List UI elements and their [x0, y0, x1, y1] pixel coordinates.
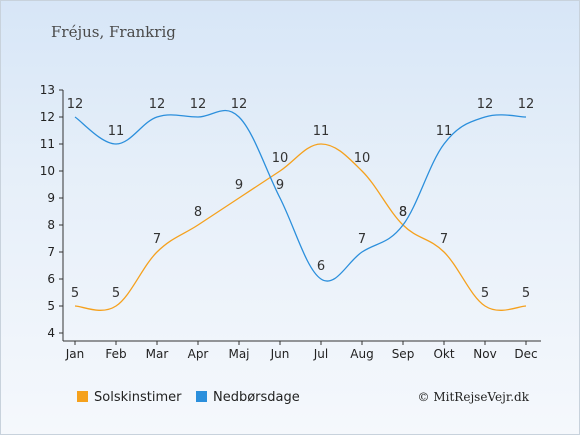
data-label-rain: 12	[231, 97, 248, 112]
y-tick-label: 6	[47, 272, 55, 286]
y-tick-label: 9	[47, 191, 55, 205]
legend-swatch-rain	[196, 391, 207, 402]
data-label-sunshine: 5	[481, 286, 489, 301]
data-label-rain: 12	[149, 97, 166, 112]
y-tick-label: 4	[47, 326, 55, 340]
x-tick-label: Mar	[146, 347, 169, 361]
x-tick-label: Nov	[473, 347, 496, 361]
y-tick-label: 11	[40, 137, 55, 151]
data-label-rain: 7	[358, 232, 366, 247]
credit-text: © MitRejseVejr.dk	[417, 390, 529, 404]
data-label-sunshine: 11	[313, 124, 330, 139]
y-tick-label: 10	[40, 164, 55, 178]
data-label-sunshine: 5	[112, 286, 120, 301]
x-tick-label: Aug	[350, 347, 373, 361]
data-label-rain: 11	[108, 124, 125, 139]
x-tick-label: Jun	[270, 347, 290, 361]
data-label-sunshine: 9	[235, 178, 243, 193]
legend-label-sunshine: Solskinstimer	[94, 390, 182, 405]
page-title: Fréjus, Frankrig	[51, 23, 176, 41]
series-line-rain	[74, 109, 527, 282]
x-tick-label: Apr	[188, 347, 209, 361]
data-label-rain: 12	[190, 97, 207, 112]
y-tick-label: 7	[47, 245, 55, 259]
y-tick-label: 13	[40, 83, 55, 97]
x-tick-label: Jan	[65, 347, 85, 361]
data-label-rain: 11	[436, 124, 453, 139]
x-tick-label: Okt	[433, 347, 454, 361]
data-label-sunshine: 7	[440, 232, 448, 247]
x-tick-label: Jul	[313, 347, 328, 361]
legend-label-rain: Nedbørsdage	[213, 390, 300, 405]
data-label-sunshine: 8	[399, 205, 407, 220]
y-tick-label: 12	[40, 110, 55, 124]
x-tick-label: Maj	[228, 347, 249, 361]
legend-swatch-sunshine	[77, 391, 88, 402]
data-label-sunshine: 10	[354, 151, 371, 166]
data-label-rain: 9	[276, 178, 284, 193]
legend-item-sunshine: Solskinstimer	[77, 390, 181, 405]
x-tick-label: Sep	[392, 347, 415, 361]
data-label-rain: 12	[518, 97, 535, 112]
data-label-rain: 12	[477, 97, 494, 112]
x-tick-label: Dec	[514, 347, 537, 361]
data-label-rain: 6	[317, 259, 325, 274]
y-tick-label: 8	[47, 218, 55, 232]
data-label-rain: 8	[399, 205, 407, 220]
data-label-rain: 12	[67, 97, 84, 112]
data-label-sunshine: 7	[153, 232, 161, 247]
data-label-sunshine: 8	[194, 205, 202, 220]
data-label-sunshine: 10	[272, 151, 289, 166]
data-label-sunshine: 5	[71, 286, 79, 301]
data-label-sunshine: 5	[522, 286, 530, 301]
x-tick-label: Feb	[105, 347, 126, 361]
series-line-sunshine	[74, 143, 527, 311]
legend-item-rain: Nedbørsdage	[196, 390, 300, 405]
y-tick-label: 5	[47, 299, 55, 313]
